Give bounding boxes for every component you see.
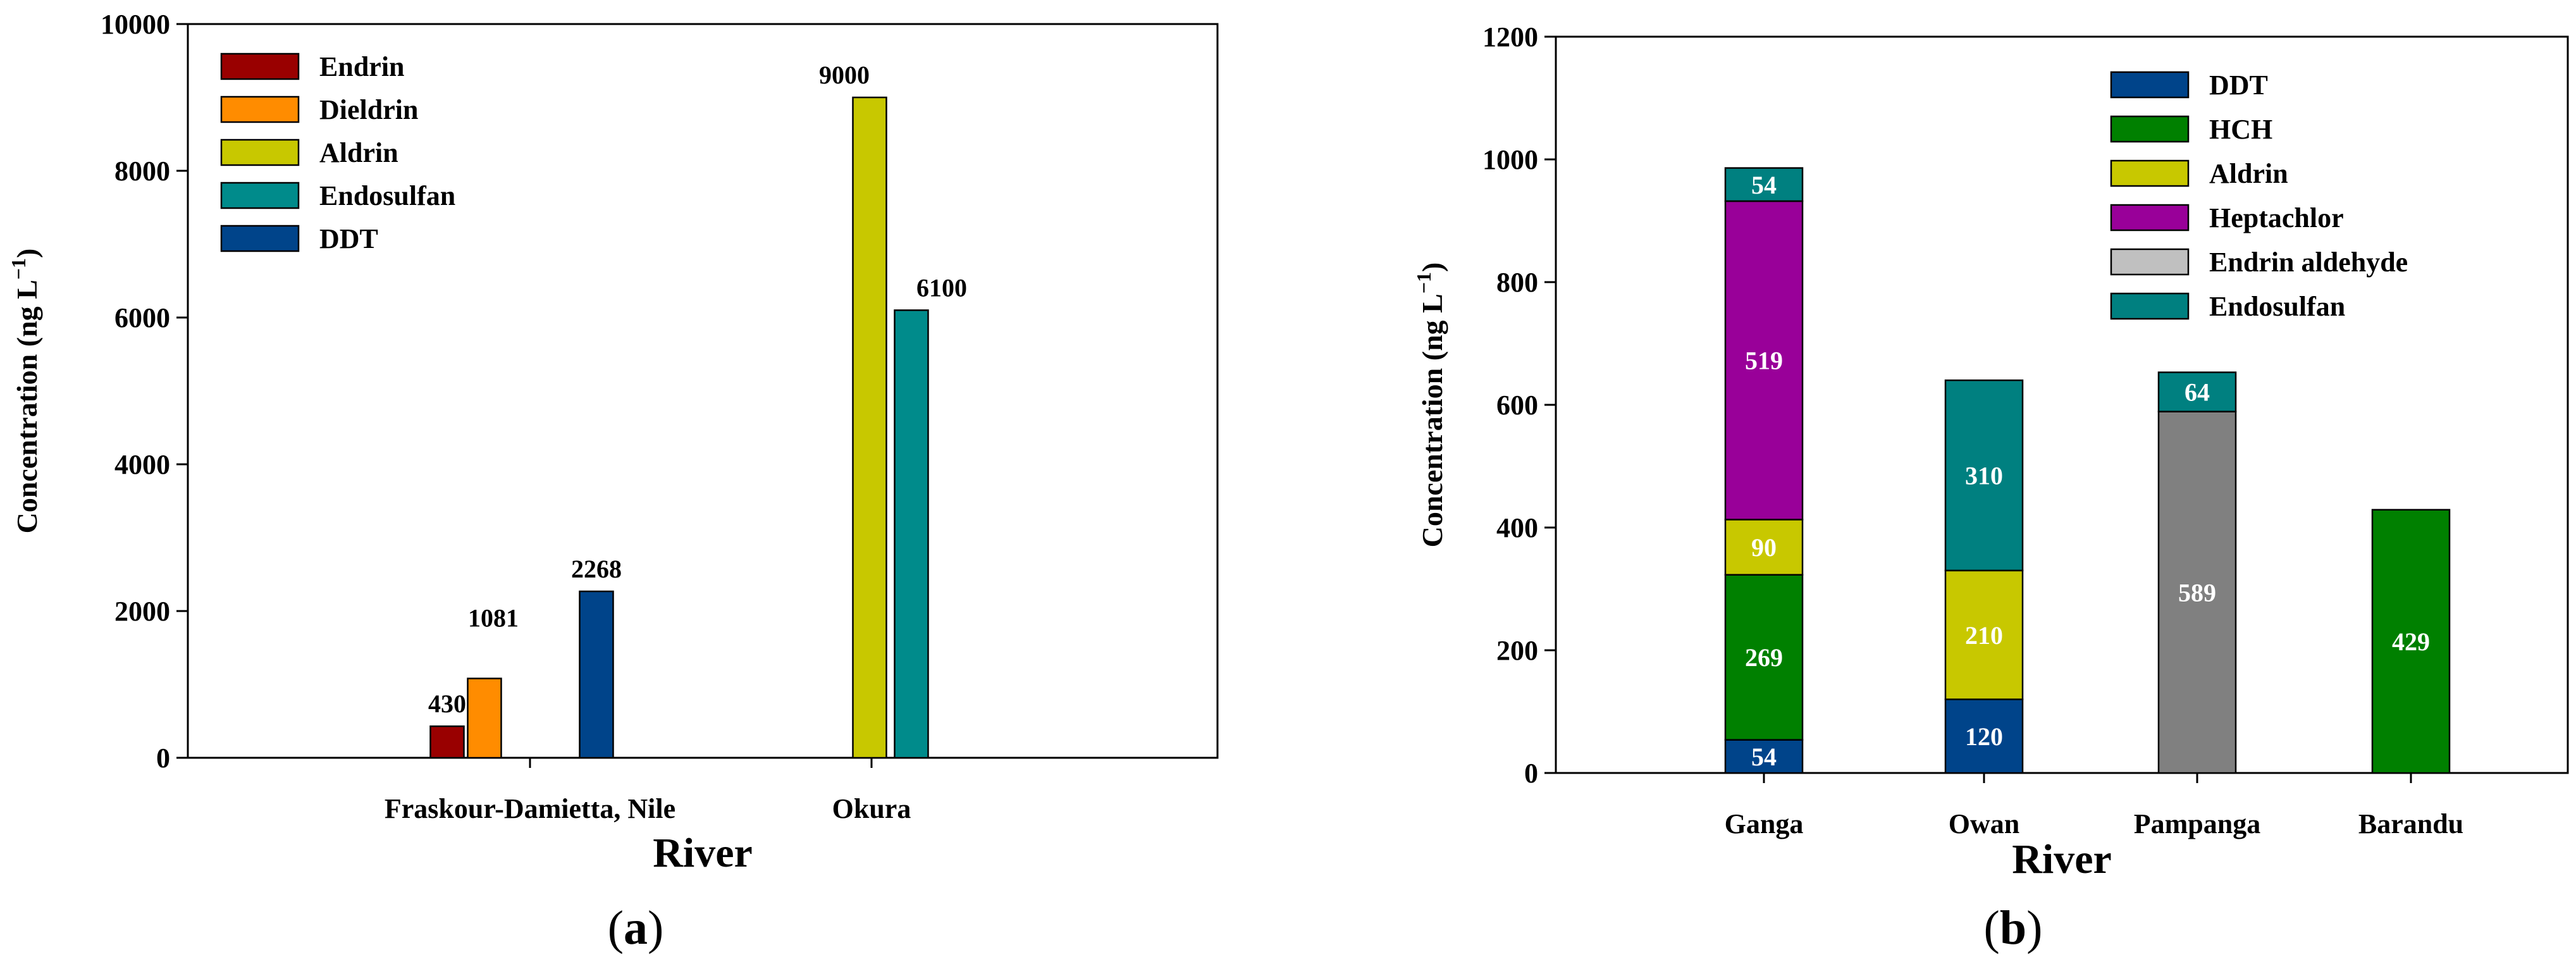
x-tick-label: Pampanga (2134, 808, 2260, 839)
y-tick-label: 800 (1496, 267, 1538, 298)
x-tick-label: Okura (832, 793, 911, 824)
data-label: 54 (1751, 171, 1777, 199)
bar-segment-endrin-aldehyde (2157, 411, 2237, 774)
legend-label: DDT (319, 223, 378, 254)
legend-label: DDT (2209, 70, 2268, 101)
y-axis-label: Concentration (ng L−1) (1412, 263, 1448, 548)
y-tick-label: 0 (1524, 758, 1538, 789)
bar-segment-hch (2371, 509, 2451, 774)
y-tick-label: 2000 (114, 596, 170, 627)
data-label: 519 (1745, 347, 1783, 375)
data-label: 6100 (916, 273, 967, 302)
bar-segment-heptachlor (1724, 200, 1804, 521)
y-tick-label: 600 (1496, 390, 1538, 421)
y-tick-label: 10000 (101, 9, 170, 40)
data-label: 589 (2178, 578, 2216, 607)
data-label: 90 (1751, 533, 1777, 562)
panel-a-caption: (a) (608, 901, 664, 955)
legend-swatch (220, 53, 300, 80)
x-axis-label: River (2012, 836, 2112, 882)
data-label: 120 (1965, 722, 2003, 751)
x-axis-label: River (653, 830, 753, 876)
y-axis-label: Concentration (ng L−1) (7, 249, 43, 534)
x-tick-label: Fraskour-Damietta, Nile (385, 793, 675, 824)
legend-swatch (2110, 115, 2190, 143)
x-tick-label: Barandu (2358, 808, 2463, 839)
bar-segment-endosulfan (1944, 379, 2024, 572)
bar-segment-endosulfan (2157, 371, 2237, 412)
data-label: 9000 (819, 61, 870, 89)
data-label: 54 (1751, 743, 1777, 771)
x-tick-label: Ganga (1725, 808, 1804, 839)
bar-ddt (579, 590, 614, 759)
y-tick-label: 1000 (1482, 144, 1538, 175)
y-tick-label: 200 (1496, 635, 1538, 666)
data-label: 2268 (571, 555, 622, 583)
data-label: 310 (1965, 462, 2003, 490)
plot-frame (187, 23, 1219, 759)
legend-swatch (220, 182, 300, 209)
legend-label: Endosulfan (2209, 291, 2345, 322)
bar-aldrin (852, 96, 887, 759)
data-label: 269 (1745, 643, 1783, 672)
data-label: 429 (2392, 627, 2430, 656)
y-tick-label: 400 (1496, 512, 1538, 543)
legend-swatch (2110, 204, 2190, 232)
panel-b-caption: (b) (1984, 901, 2043, 955)
data-label: 1081 (468, 604, 519, 633)
y-tick-label: 4000 (114, 449, 170, 480)
legend-swatch (2110, 292, 2190, 320)
legend-swatch (2110, 71, 2190, 99)
legend-label: HCH (2209, 114, 2272, 145)
panel-b-chart: 0 200 400 600 800 1000 1200 Ganga Owan Pampanga Ba… (1412, 22, 2569, 882)
bar-segment-aldrin (1724, 519, 1804, 576)
legend-label: Endosulfan (319, 180, 455, 211)
legend-swatch (2110, 159, 2190, 187)
legend-swatch (220, 225, 300, 252)
legend-label: Dieldrin (319, 94, 418, 125)
legend-label: Aldrin (2209, 158, 2288, 189)
bar-endosulfan (894, 309, 929, 759)
data-label: 430 (428, 689, 466, 718)
legend-label: Aldrin (319, 137, 398, 168)
legend-swatch (220, 96, 300, 123)
legend-label: Endrin aldehyde (2209, 247, 2408, 278)
bar-segment-endosulfan (1724, 167, 1804, 202)
y-tick-label: 8000 (114, 156, 170, 187)
data-label: 64 (2185, 378, 2210, 407)
y-tick-label: 6000 (114, 302, 170, 333)
bar-segment-hch (1724, 574, 1804, 741)
legend-swatch (2110, 248, 2190, 276)
legend-label: Heptachlor (2209, 202, 2344, 233)
panel-a-chart: 0 2000 4000 6000 8000 10000 Fraskour-Damietta,… (7, 9, 1219, 876)
bar-segment-aldrin (1944, 569, 2024, 700)
data-label: 210 (1965, 621, 2003, 650)
legend-label: Endrin (319, 51, 405, 82)
y-tick-label: 1200 (1482, 22, 1538, 53)
legend-swatch (220, 139, 300, 166)
bar-endrin (429, 725, 465, 759)
x-tick-label: Owan (1949, 808, 2019, 839)
y-tick-label: 0 (156, 743, 170, 774)
bar-dieldrin (467, 677, 502, 759)
